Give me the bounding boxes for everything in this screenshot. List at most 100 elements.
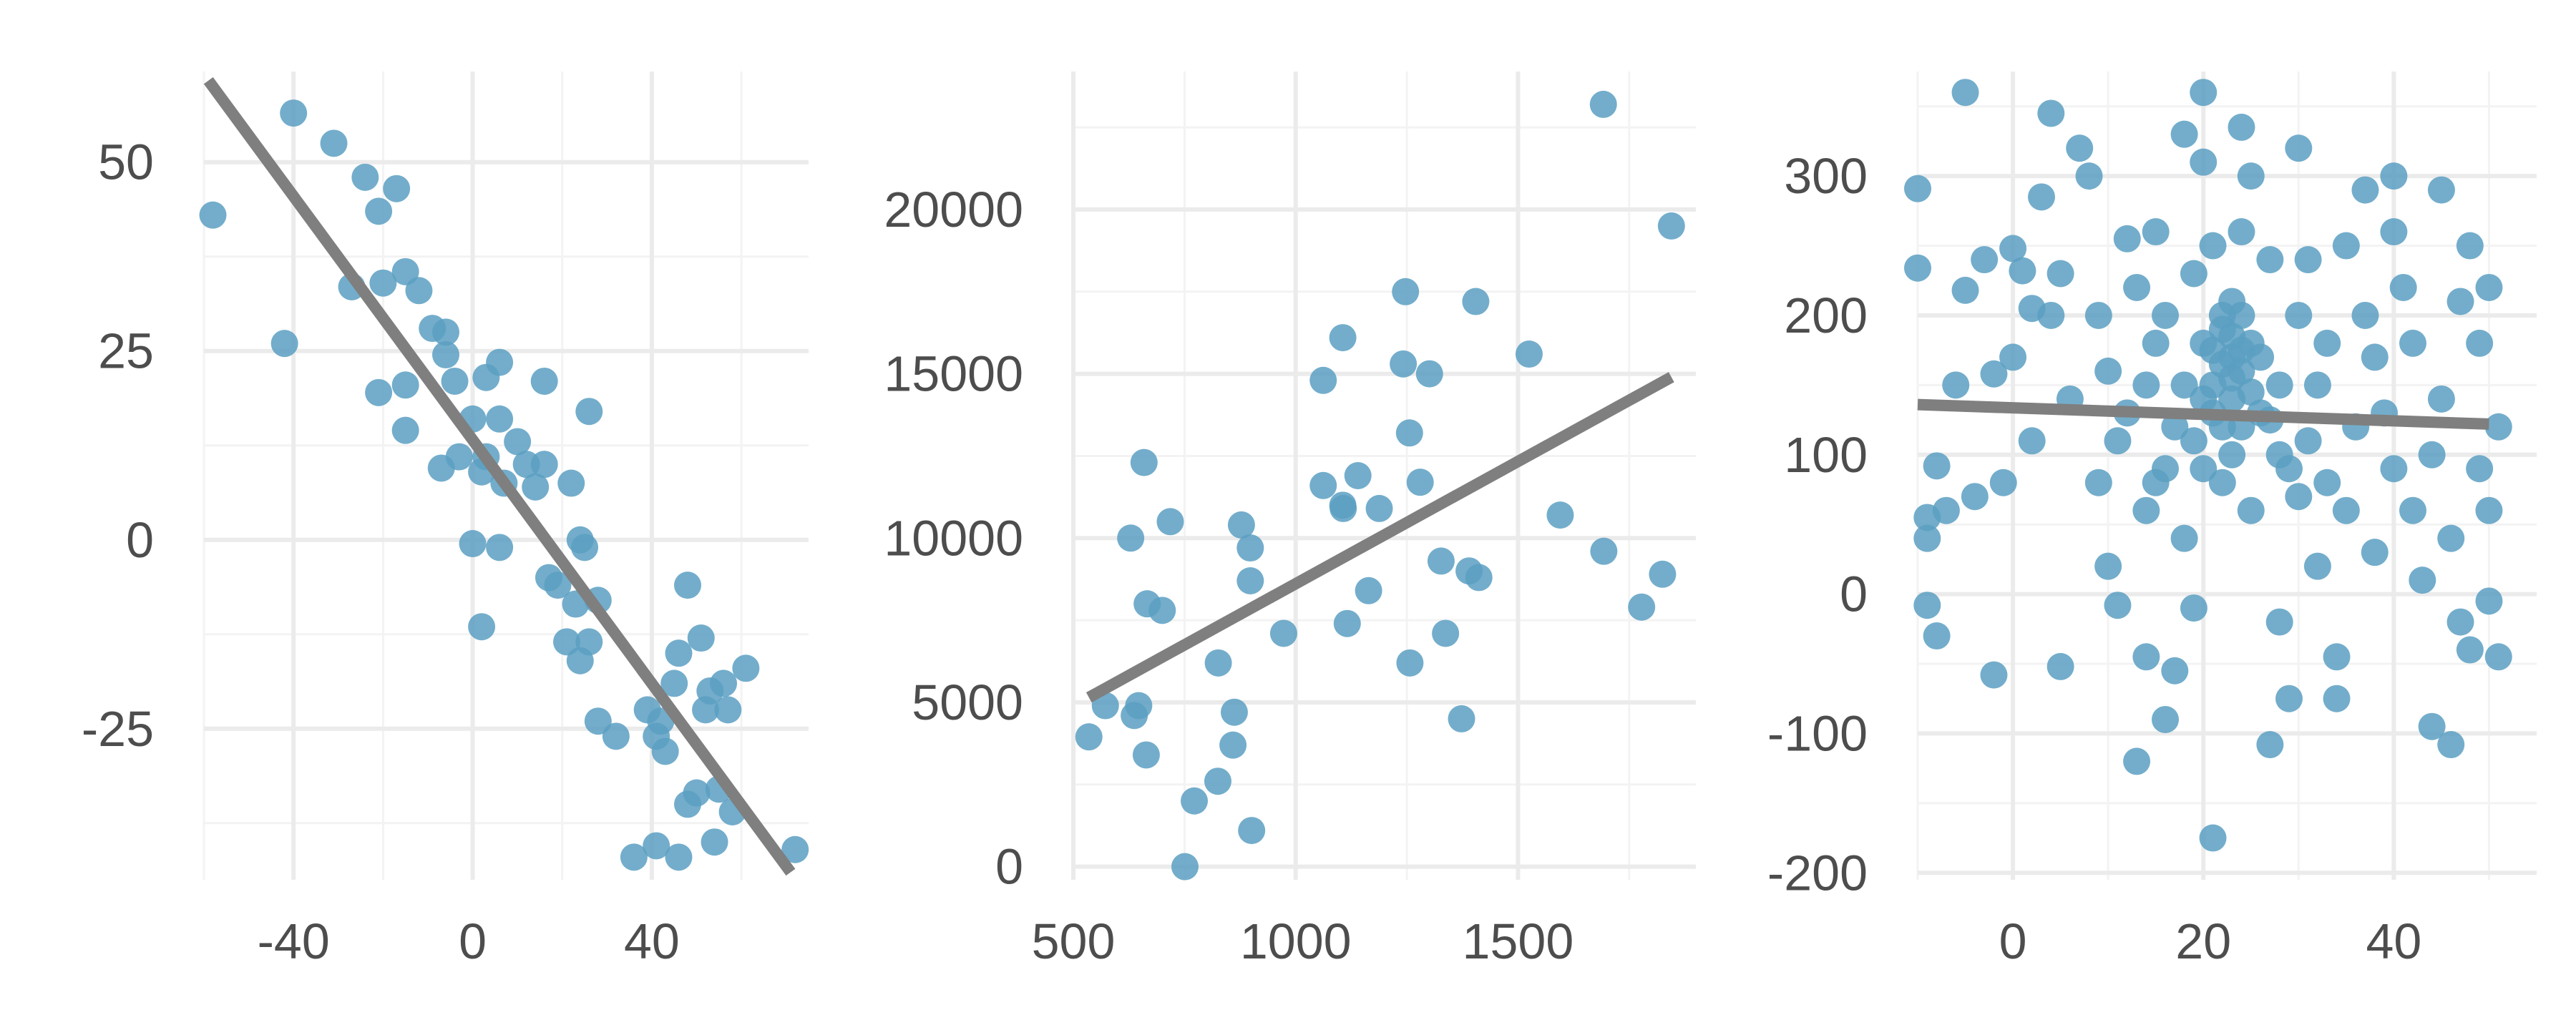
data-point bbox=[1462, 288, 1490, 315]
data-point bbox=[2228, 301, 2255, 329]
data-point bbox=[1628, 593, 1656, 621]
data-point bbox=[2380, 455, 2408, 483]
data-point bbox=[2237, 162, 2265, 190]
data-point bbox=[2199, 232, 2227, 260]
data-point bbox=[2475, 587, 2503, 615]
data-point bbox=[665, 843, 693, 871]
data-points bbox=[1904, 79, 2512, 852]
data-point bbox=[2237, 378, 2265, 406]
data-point bbox=[1204, 649, 1232, 677]
data-point bbox=[2180, 260, 2207, 288]
data-point bbox=[2475, 496, 2503, 524]
gridlines bbox=[1071, 72, 1696, 880]
data-point bbox=[1333, 609, 1361, 637]
data-point bbox=[369, 269, 397, 297]
data-point bbox=[1971, 246, 1999, 274]
data-point bbox=[2218, 323, 2246, 350]
data-point bbox=[2437, 731, 2465, 759]
y-tick-label: 25 bbox=[98, 323, 154, 379]
data-point bbox=[2161, 657, 2189, 685]
x-tick-labels: 500 1000 1500 bbox=[1032, 913, 1574, 969]
data-point bbox=[2208, 469, 2236, 496]
data-point bbox=[468, 613, 496, 641]
data-point bbox=[1236, 534, 1264, 562]
data-point bbox=[1951, 276, 1979, 304]
data-point bbox=[1269, 619, 1297, 647]
data-point bbox=[2132, 643, 2160, 671]
data-point bbox=[781, 835, 809, 863]
data-point bbox=[365, 378, 393, 406]
data-point bbox=[2009, 257, 2036, 285]
data-point bbox=[2389, 273, 2417, 301]
data-point bbox=[1406, 469, 1434, 496]
data-point bbox=[1904, 175, 1931, 202]
data-point bbox=[2275, 685, 2303, 712]
data-point bbox=[1390, 350, 1418, 378]
data-point bbox=[280, 99, 308, 127]
data-point bbox=[2437, 524, 2465, 552]
data-point bbox=[1942, 371, 1970, 399]
x-tick-label: 0 bbox=[1999, 913, 2027, 969]
data-point bbox=[1091, 692, 1119, 720]
data-point bbox=[1515, 340, 1543, 368]
data-point bbox=[1125, 692, 1153, 720]
data-point bbox=[2152, 301, 2179, 329]
data-point bbox=[2180, 427, 2207, 455]
data-point bbox=[2313, 469, 2341, 496]
data-point bbox=[1238, 817, 1266, 845]
data-point bbox=[1344, 462, 1372, 489]
scatter-panel-right: 0 20 40 300 200 100 0 -100 -200 bbox=[1767, 72, 2537, 969]
data-point bbox=[391, 371, 419, 399]
data-point bbox=[1365, 494, 1393, 522]
data-point bbox=[1355, 577, 1382, 604]
data-point bbox=[320, 129, 348, 157]
data-point bbox=[445, 443, 473, 471]
data-point bbox=[2104, 427, 2132, 455]
data-point bbox=[1546, 501, 1574, 529]
data-point bbox=[2037, 301, 2065, 329]
data-point bbox=[2228, 113, 2255, 141]
y-tick-label: -25 bbox=[82, 701, 154, 757]
data-point bbox=[2466, 455, 2494, 483]
data-point bbox=[1415, 360, 1443, 388]
data-point bbox=[1117, 524, 1145, 552]
data-point bbox=[522, 473, 550, 501]
data-point bbox=[2094, 357, 2122, 385]
data-point bbox=[2132, 496, 2160, 524]
data-point bbox=[1156, 508, 1184, 536]
data-point bbox=[2456, 232, 2484, 260]
x-tick-label: 500 bbox=[1032, 913, 1116, 969]
data-point bbox=[2351, 176, 2379, 204]
data-point bbox=[2418, 441, 2446, 469]
data-point bbox=[566, 647, 594, 675]
data-point bbox=[2170, 120, 2198, 148]
data-point bbox=[1227, 511, 1255, 539]
data-point bbox=[2466, 329, 2494, 357]
data-point bbox=[2399, 329, 2426, 357]
regression-line bbox=[1085, 372, 1674, 703]
data-point bbox=[1432, 619, 1460, 647]
data-point bbox=[2484, 413, 2512, 441]
data-point bbox=[1236, 566, 1264, 594]
scatter-panel-middle: 500 1000 1500 20000 15000 10000 5000 0 bbox=[884, 72, 1696, 969]
data-point bbox=[584, 707, 612, 735]
y-tick-label: -100 bbox=[1767, 705, 1868, 761]
data-point bbox=[1148, 597, 1176, 624]
data-point bbox=[2228, 218, 2255, 246]
data-point bbox=[1181, 787, 1209, 815]
data-point bbox=[651, 737, 679, 765]
data-point bbox=[2332, 232, 2360, 260]
data-point bbox=[1448, 705, 1475, 732]
data-point bbox=[486, 405, 514, 433]
data-point bbox=[1904, 254, 1931, 282]
data-point bbox=[2075, 162, 2103, 190]
data-point bbox=[2190, 79, 2218, 107]
data-points bbox=[1075, 90, 1685, 881]
data-point bbox=[2380, 162, 2408, 190]
data-point bbox=[1396, 649, 1424, 677]
data-point bbox=[2161, 413, 2189, 441]
data-point bbox=[1961, 483, 1989, 511]
data-point bbox=[660, 670, 688, 697]
data-point bbox=[2285, 483, 2313, 511]
data-point bbox=[2256, 731, 2284, 759]
